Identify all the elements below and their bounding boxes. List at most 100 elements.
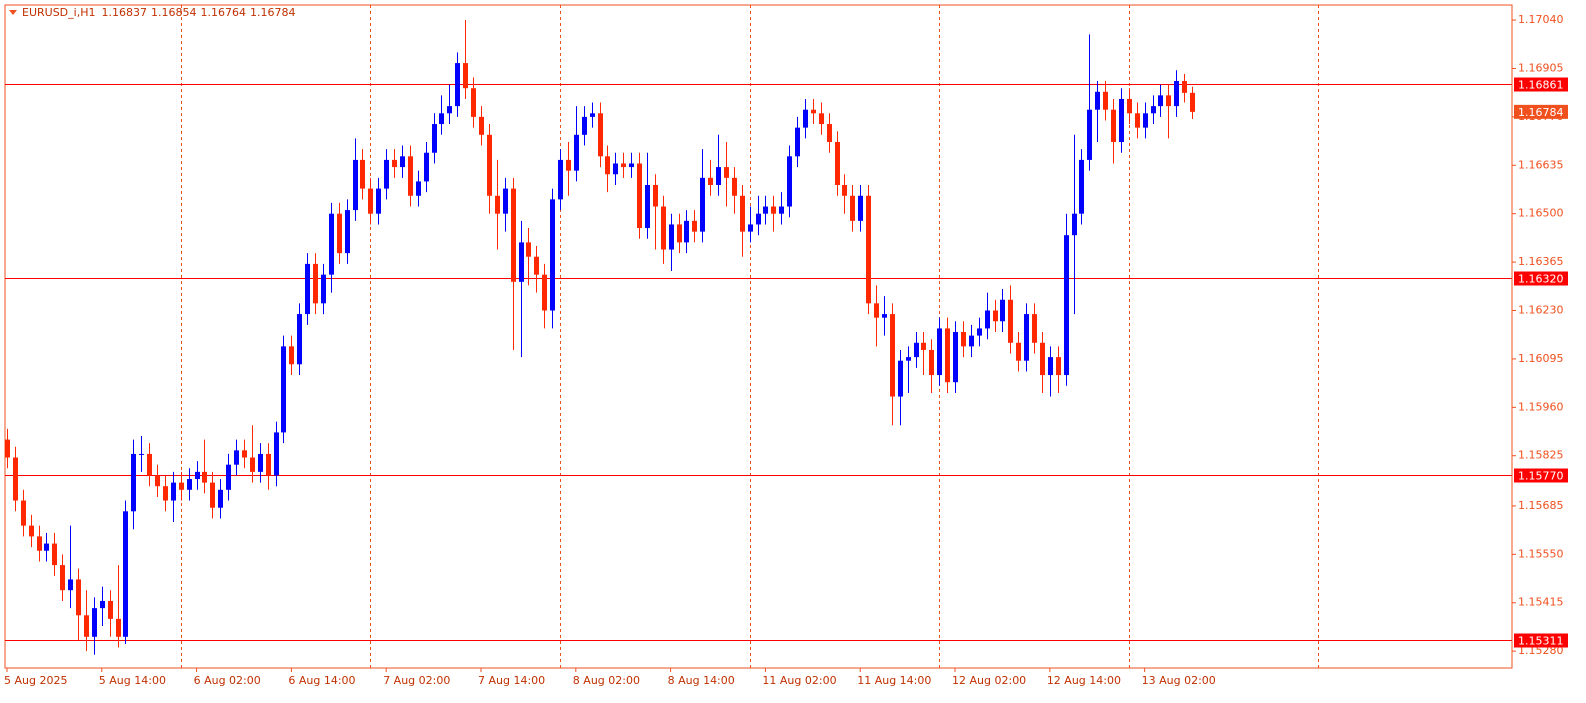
candle-body bbox=[21, 500, 26, 526]
candle-body bbox=[266, 453, 271, 476]
candle-body bbox=[929, 349, 934, 376]
candle-body bbox=[827, 124, 832, 142]
candle-body bbox=[708, 177, 713, 186]
candle-body bbox=[803, 109, 808, 128]
candle-body bbox=[44, 543, 49, 551]
candle-body bbox=[116, 618, 121, 637]
candle-body bbox=[684, 220, 689, 243]
candle-body bbox=[1158, 95, 1163, 107]
candle-body bbox=[424, 152, 429, 182]
candle-body bbox=[155, 475, 160, 487]
candle-body bbox=[985, 310, 990, 329]
candle-body bbox=[1135, 113, 1140, 128]
header: EURUSD_i,H1 1.16837 1.16854 1.16764 1.16784 bbox=[22, 6, 295, 19]
level-tag bbox=[1514, 271, 1568, 286]
collapse-icon[interactable] bbox=[9, 10, 17, 15]
candle-body bbox=[637, 163, 642, 229]
candle-body bbox=[645, 185, 650, 229]
candle-body bbox=[495, 195, 500, 214]
candle-body bbox=[748, 224, 753, 232]
candle-body bbox=[763, 206, 768, 214]
candle-body bbox=[1119, 98, 1124, 142]
candle-body bbox=[1151, 106, 1156, 114]
candle-body bbox=[835, 141, 840, 186]
candle-body bbox=[574, 134, 579, 171]
candle-body bbox=[914, 342, 919, 358]
open: 1.16837 bbox=[101, 6, 147, 19]
candle-body bbox=[692, 220, 697, 232]
candle-body bbox=[519, 242, 524, 282]
candle-body bbox=[771, 206, 776, 214]
candle-body bbox=[724, 167, 729, 178]
candle-body bbox=[1000, 299, 1005, 322]
y-tick-label: 1.16905 bbox=[1518, 61, 1564, 74]
y-tick-label: 1.16095 bbox=[1518, 352, 1564, 365]
candle-body bbox=[210, 482, 215, 508]
candle-body bbox=[858, 195, 863, 221]
y-tick-label: 1.16365 bbox=[1518, 255, 1564, 268]
candle-body bbox=[811, 109, 816, 114]
candle-body bbox=[1040, 342, 1045, 376]
candle-body bbox=[1056, 357, 1061, 376]
candle-body bbox=[281, 346, 286, 433]
candle-body bbox=[250, 457, 255, 472]
candle-body bbox=[1024, 314, 1029, 361]
candle-body bbox=[76, 579, 81, 616]
candle-body bbox=[961, 332, 966, 347]
candle-body bbox=[432, 124, 437, 153]
candle-body bbox=[360, 159, 365, 189]
candle-body bbox=[677, 224, 682, 243]
level-label: 1.16320 bbox=[1518, 273, 1564, 286]
candle-body bbox=[819, 113, 824, 125]
candle-body bbox=[1079, 159, 1084, 214]
candle-body bbox=[329, 213, 334, 275]
candle-body bbox=[921, 342, 926, 350]
x-tick-label: 12 Aug 14:00 bbox=[1047, 674, 1121, 687]
candle-body bbox=[1008, 299, 1013, 343]
y-tick-label: 1.15550 bbox=[1518, 547, 1564, 560]
candle-body bbox=[218, 489, 223, 508]
plot-border bbox=[4, 4, 1513, 669]
candle-body bbox=[416, 181, 421, 196]
candle-body bbox=[566, 159, 571, 171]
candle-body bbox=[471, 88, 476, 117]
level-label: 1.15770 bbox=[1518, 470, 1564, 483]
candle-body bbox=[558, 159, 563, 200]
candle-body bbox=[598, 113, 603, 157]
y-tick-label: 1.15685 bbox=[1518, 499, 1564, 512]
candle-body bbox=[866, 195, 871, 304]
candle-body bbox=[52, 543, 57, 566]
candle-body bbox=[937, 328, 942, 376]
candle-body bbox=[850, 195, 855, 221]
candle-body bbox=[890, 314, 895, 397]
x-tick-label: 13 Aug 02:00 bbox=[1142, 674, 1216, 687]
y-tick-label: 1.16230 bbox=[1518, 304, 1564, 317]
candle-body bbox=[439, 113, 444, 125]
candle-body bbox=[977, 328, 982, 336]
symbol: EURUSD_i,H1 bbox=[22, 6, 95, 19]
candle-body bbox=[100, 600, 105, 609]
candle-body bbox=[139, 453, 144, 455]
level-label: 1.15311 bbox=[1518, 635, 1564, 648]
candle-body bbox=[226, 464, 231, 490]
y-tick-label: 1.17040 bbox=[1518, 13, 1564, 26]
candle-body bbox=[842, 185, 847, 196]
candle-body bbox=[321, 274, 326, 304]
x-tick-label: 12 Aug 02:00 bbox=[952, 674, 1026, 687]
candle-body bbox=[68, 579, 73, 591]
candle-body bbox=[1072, 213, 1077, 236]
candle-body bbox=[503, 188, 508, 214]
candle-body bbox=[305, 263, 310, 315]
candle-body bbox=[795, 127, 800, 157]
candle-body bbox=[289, 346, 294, 365]
candle-body bbox=[1095, 91, 1100, 110]
level-tag bbox=[1514, 633, 1568, 648]
candle-body bbox=[590, 113, 595, 117]
level-tag bbox=[1514, 77, 1568, 92]
candle-body bbox=[202, 471, 207, 483]
candle-body bbox=[700, 177, 705, 232]
candle-body bbox=[605, 156, 610, 175]
x-tick-label: 6 Aug 14:00 bbox=[288, 674, 355, 687]
candle-body bbox=[337, 213, 342, 254]
